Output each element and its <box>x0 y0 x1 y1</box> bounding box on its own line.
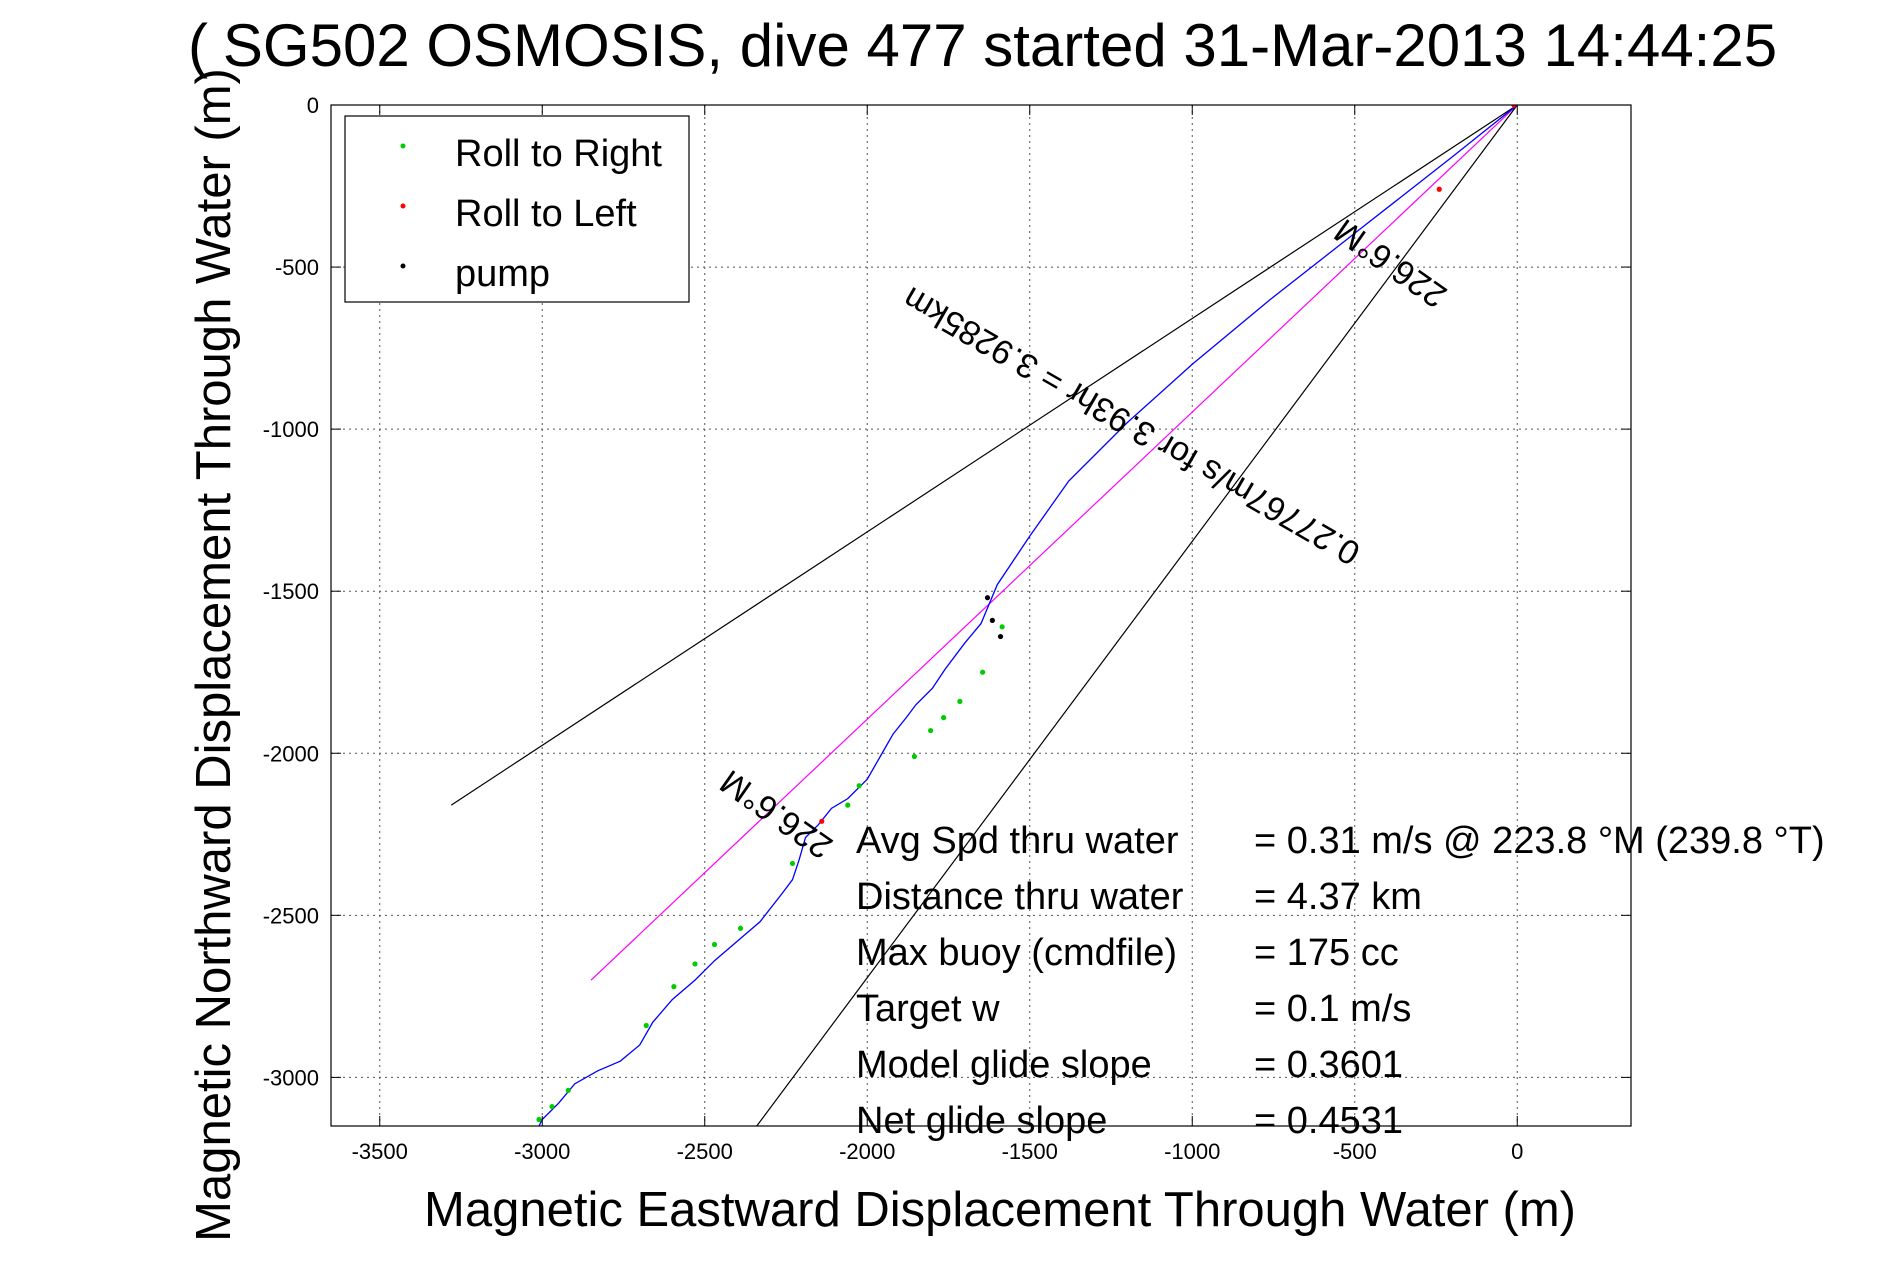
x-tick-label: -2000 <box>839 1139 895 1164</box>
roll-left-point <box>819 818 825 824</box>
y-tick-label: -2000 <box>263 741 319 766</box>
stats-label: Avg Spd thru water <box>856 820 1179 862</box>
cone-right <box>756 105 1518 1126</box>
roll-right-point <box>845 802 851 808</box>
stats-value: = 0.3601 <box>1254 1044 1403 1086</box>
roll-right-point <box>789 860 796 867</box>
roll-right-point <box>941 715 947 721</box>
roll-right-point <box>980 669 986 675</box>
x-axis-label: Magnetic Eastward Displacement Through W… <box>424 1183 1576 1237</box>
legend: Roll to Right Roll to Left pump <box>344 115 690 303</box>
pump-point <box>997 633 1004 640</box>
pump-point <box>984 595 991 601</box>
stats-panel: Avg Spd thru water = 0.31 m/s @ 223.8 °M … <box>856 820 1825 1142</box>
roll-right-point <box>737 925 744 931</box>
x-tick-label: -1500 <box>1002 1139 1058 1164</box>
legend-marker <box>400 263 406 269</box>
x-tick-label: -500 <box>1333 1139 1377 1164</box>
roll-right-point <box>692 961 698 967</box>
stats-value: = 4.37 km <box>1254 876 1422 918</box>
y-tick-label: -1500 <box>263 579 319 604</box>
stats-label: Target w <box>856 988 1000 1030</box>
roll-right-point <box>928 727 934 734</box>
stats-value: = 0.1 m/s <box>1254 988 1411 1030</box>
y-tick-label: 0 <box>307 93 319 118</box>
y-tick-label: -3000 <box>263 1065 319 1090</box>
x-tick-label: -1000 <box>1164 1139 1220 1164</box>
roll-right-point <box>536 1116 542 1123</box>
y-tick-label: -500 <box>275 255 319 280</box>
roll-right-point <box>711 941 718 948</box>
x-tick-label: -3000 <box>514 1139 570 1164</box>
stats-label: Model glide slope <box>856 1044 1152 1086</box>
x-tick-label: -2500 <box>677 1139 733 1164</box>
chart-title: SG502 OSMOSIS, dive 477 started 31-Mar-2… <box>223 12 1777 79</box>
cone-left <box>450 105 1518 806</box>
legend-label: Roll to Left <box>455 193 637 235</box>
heading-line <box>590 105 1518 981</box>
series-line-track <box>538 105 1518 1126</box>
roll-right-point <box>911 753 917 760</box>
roll-right-point <box>643 1022 649 1029</box>
title-overlap-glyph: ( <box>188 12 208 79</box>
roll-left-point <box>1511 105 1517 108</box>
stats-label: Max buoy (cmdfile) <box>856 932 1177 974</box>
roll-right-point <box>565 1087 571 1093</box>
y-tick-label: -1000 <box>263 417 319 442</box>
stats-value: = 175 cc <box>1254 932 1399 974</box>
x-tick-label: -3500 <box>352 1139 408 1164</box>
legend-label: pump <box>455 253 550 295</box>
roll-right-point <box>957 698 963 704</box>
y-axis-label: Magnetic Northward Displacement Through … <box>187 68 241 1242</box>
legend-marker <box>400 203 406 209</box>
legend-label: Roll to Right <box>455 133 662 175</box>
plot-frame <box>330 104 1632 1127</box>
x-tick-label: 0 <box>1511 1139 1523 1164</box>
roll-right-point <box>856 783 862 789</box>
stats-value: = 0.31 m/s @ 223.8 °M (239.8 °T) <box>1254 820 1825 862</box>
roll-right-point <box>999 624 1005 630</box>
pump-point <box>989 617 995 623</box>
roll-right-point <box>549 1103 555 1110</box>
legend-marker <box>400 143 406 149</box>
stats-label: Net glide slope <box>856 1100 1107 1142</box>
stats-value: = 0.4531 <box>1254 1100 1403 1142</box>
roll-left-point <box>1436 186 1442 192</box>
y-tick-label: -2500 <box>263 903 319 928</box>
roll-right-point <box>671 984 677 990</box>
stats-label: Distance thru water <box>856 876 1184 918</box>
